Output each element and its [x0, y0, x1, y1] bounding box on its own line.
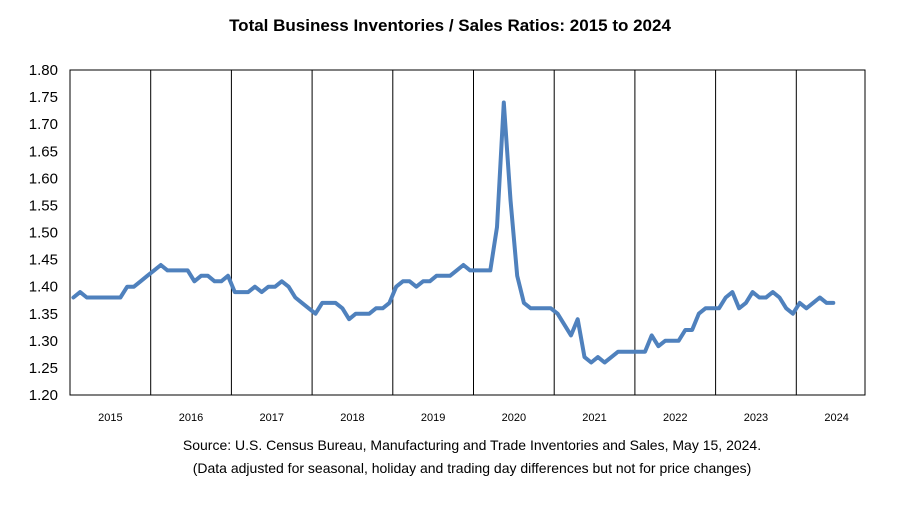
series-line	[71, 100, 836, 365]
y-tick-label: 1.30	[29, 333, 58, 350]
y-tick-label: 1.20	[29, 387, 58, 404]
y-tick-label: 1.40	[29, 279, 58, 296]
y-tick-label: 1.75	[29, 89, 58, 106]
y-tick-label: 1.65	[29, 143, 58, 160]
x-tick-label: 2023	[744, 412, 768, 424]
x-tick-label: 2019	[421, 412, 445, 424]
y-tick-label: 1.45	[29, 252, 58, 269]
x-tick-label: 2018	[340, 412, 364, 424]
y-tick-label: 1.80	[29, 62, 58, 79]
series-group	[71, 100, 836, 365]
y-tick-label: 1.60	[29, 170, 58, 187]
chart-title: Total Business Inventories / Sales Ratio…	[229, 16, 671, 35]
x-tick-label: 2020	[502, 412, 526, 424]
x-axis: 2015 2016 2017 2018 2019 2020 2021 2022 2023 2024	[98, 412, 849, 424]
source-note: Source: U.S. Census Bureau, Manufacturin…	[182, 437, 762, 453]
plot-area-frame	[69, 69, 866, 396]
y-tick-label: 1.35	[29, 306, 58, 323]
y-tick-label: 1.25	[29, 360, 58, 377]
x-tick-label: 2021	[582, 412, 606, 424]
source-note-detail: (Data adjusted for seasonal, holiday and…	[192, 460, 752, 476]
x-tick-label: 2017	[260, 412, 284, 424]
y-axis: 1.80 1.75 1.70 1.65 1.60 1.55 1.50 1.45 1.40 1.35…	[29, 62, 58, 404]
year-grid-lines	[150, 70, 797, 395]
y-tick-label: 1.55	[29, 197, 58, 214]
x-tick-label: 2016	[179, 412, 203, 424]
y-tick-label: 1.70	[29, 116, 58, 133]
x-tick-label: 2015	[98, 412, 122, 424]
x-tick-label: 2022	[663, 412, 687, 424]
y-tick-label: 1.50	[29, 225, 58, 242]
line-chart: 1.80 1.75 1.70 1.65 1.60 1.55 1.50 1.45 1.40 1.35…	[29, 62, 866, 424]
x-tick-label: 2024	[824, 412, 848, 424]
